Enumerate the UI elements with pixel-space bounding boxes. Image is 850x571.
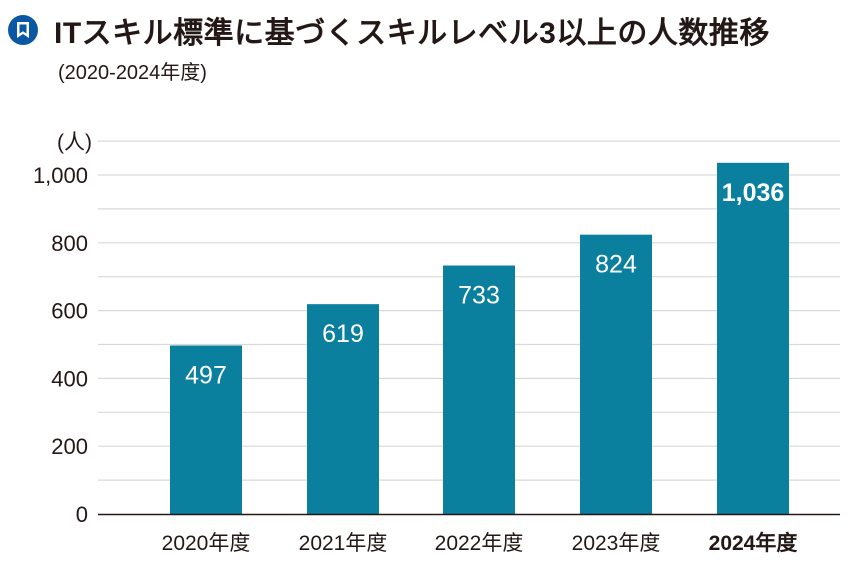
data-label: 497: [185, 362, 227, 390]
y-axis-label: (人): [57, 131, 92, 154]
data-label: 619: [322, 320, 364, 348]
y-tick-label: 400: [51, 366, 88, 391]
data-label: 1,036: [722, 179, 785, 207]
bar: [580, 234, 652, 514]
bar: [717, 162, 789, 514]
y-tick-label: 800: [51, 231, 88, 256]
x-tick-label: 2024年度: [709, 531, 798, 555]
y-tick-label: 600: [51, 299, 88, 324]
data-label: 824: [595, 251, 637, 279]
chart-subtitle: (2020-2024年度): [58, 62, 207, 84]
data-label: 733: [458, 282, 500, 310]
x-tick-label: 2022年度: [435, 532, 524, 555]
bookmark-icon: [8, 15, 38, 45]
y-axis-ticks: 0 200 400 600 800 1,000: [33, 163, 88, 527]
y-tick-label: 200: [51, 434, 88, 459]
bar: [170, 345, 242, 514]
bar: [443, 265, 515, 514]
y-tick-label: 1,000: [33, 163, 88, 188]
y-tick-label: 0: [76, 502, 88, 527]
bar: [307, 304, 379, 514]
x-tick-label: 2023年度: [572, 532, 661, 555]
x-tick-label: 2020年度: [162, 532, 251, 555]
bars: 497 619 733 824 1,036: [170, 162, 789, 514]
chart-title: ITスキル標準に基づくスキルレベル3以上の人数推移: [54, 17, 770, 50]
x-tick-label: 2021年度: [299, 532, 388, 555]
x-axis-ticks: 2020年度 2021年度 2022年度 2023年度 2024年度: [162, 531, 798, 555]
